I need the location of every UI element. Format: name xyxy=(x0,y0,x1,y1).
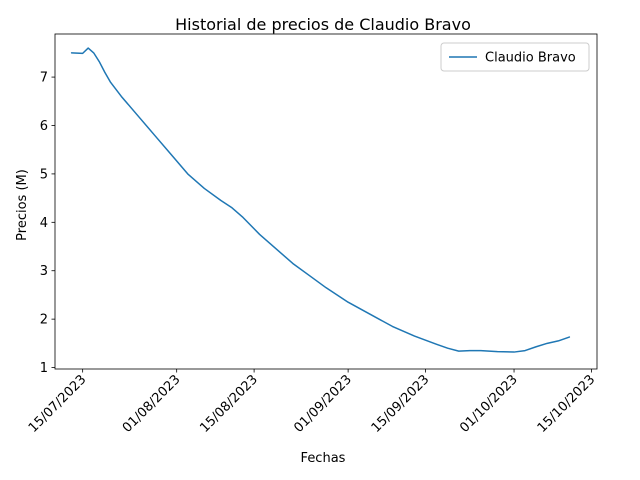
axes-frame xyxy=(54,33,598,370)
y-tick-label-4: 5 xyxy=(40,167,48,182)
legend-box xyxy=(440,42,590,72)
legend-label-0: Claudio Bravo xyxy=(485,51,576,66)
y-tick-label-6: 7 xyxy=(40,71,48,86)
series-line-0 xyxy=(70,47,571,353)
y-tick-label-1: 2 xyxy=(40,313,48,328)
chart-title: Historial de precios de Claudio Bravo xyxy=(175,15,471,34)
y-tick-label-5: 6 xyxy=(40,119,48,134)
x-axis-label: Fechas xyxy=(301,451,346,466)
y-axis-label: Precios (M) xyxy=(15,169,30,241)
y-tick-label-3: 4 xyxy=(40,216,48,231)
y-tick-label-0: 1 xyxy=(40,361,48,376)
y-tick-label-2: 3 xyxy=(40,264,48,279)
